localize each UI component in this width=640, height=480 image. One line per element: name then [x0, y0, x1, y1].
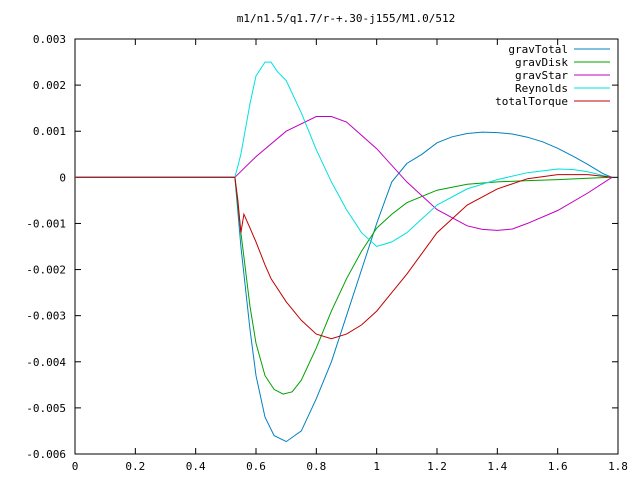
- x-tick-label: 0.6: [246, 460, 266, 473]
- x-tick-label: 1.8: [608, 460, 628, 473]
- x-tick-label: 1.6: [548, 460, 568, 473]
- chart-title: m1/n1.5/q1.7/r-+.30-j155/M1.0/512: [237, 12, 456, 25]
- y-tick-label: -0.001: [26, 217, 66, 230]
- plot-frame: [74, 38, 619, 455]
- y-tick-label: -0.006: [26, 448, 66, 461]
- y-tick-label: 0: [59, 171, 66, 184]
- x-tick-label: 0.2: [125, 460, 145, 473]
- legend-label: gravTotal: [508, 43, 568, 56]
- legend-label: Reynolds: [515, 82, 568, 95]
- x-tick-label: 1: [373, 460, 380, 473]
- series-line-gravTotal: [75, 131, 613, 443]
- y-tick-label: -0.002: [26, 264, 66, 277]
- series-line-gravStar: [75, 116, 613, 231]
- legend-label: gravDisk: [515, 56, 568, 69]
- x-tick-label: 1.4: [487, 460, 507, 473]
- series-line-Reynolds: [75, 61, 613, 248]
- y-tick-label: 0.001: [33, 125, 66, 138]
- y-tick-label: -0.004: [26, 356, 66, 369]
- legend-label: totalTorque: [495, 95, 568, 108]
- legend-label: gravStar: [515, 69, 568, 82]
- series-line-totalTorque: [75, 174, 613, 340]
- legend: gravTotalgravDiskgravStarReynoldstotalTo…: [495, 43, 610, 108]
- y-tick-label: -0.005: [26, 402, 66, 415]
- series-line-gravDisk: [75, 176, 613, 395]
- y-tick-label: 0.003: [33, 33, 66, 46]
- x-tick-label: 0.8: [306, 460, 326, 473]
- axis-ticks: 0 0.2 0.4 0.6 0.8 1 1.2 1.4 1.6 1.8 0.003 0.002 0.00…: [26, 33, 628, 473]
- series-layer: [75, 61, 613, 443]
- x-tick-label: 0.4: [186, 460, 206, 473]
- x-tick-label: 1.2: [427, 460, 447, 473]
- x-tick-label: 0: [72, 460, 79, 473]
- y-tick-label: -0.003: [26, 310, 66, 323]
- y-tick-label: 0.002: [33, 79, 66, 92]
